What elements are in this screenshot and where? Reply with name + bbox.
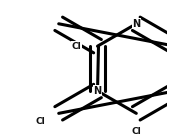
Text: Cl: Cl (131, 127, 141, 136)
Text: N: N (93, 86, 102, 96)
Text: Cl: Cl (72, 42, 81, 51)
Text: Cl: Cl (36, 117, 45, 126)
Text: N: N (132, 19, 140, 29)
Text: N: N (93, 86, 102, 96)
